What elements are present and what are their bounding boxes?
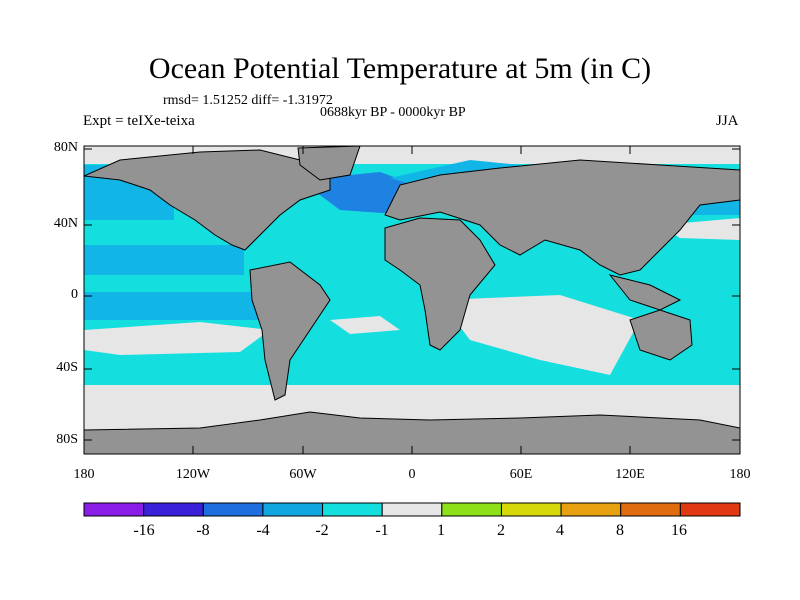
colorbar: [83, 502, 741, 517]
lon-label-180e: 180: [729, 467, 751, 482]
lat-label-80n: 80N: [53, 140, 78, 155]
colorbar-swatch: [83, 502, 145, 517]
period-text: 0688kyr BP - 0000kyr BP: [320, 105, 466, 120]
tropical-pacific-anomaly: [84, 245, 244, 275]
colorbar-label: 16: [671, 522, 687, 539]
colorbar-label: -16: [133, 522, 155, 539]
lon-label-0: 0: [408, 467, 416, 482]
north-america-land: [84, 149, 331, 251]
colorbar-swatch: [620, 502, 681, 517]
colorbar-swatch: [560, 502, 622, 517]
colorbar-label: 8: [616, 522, 624, 539]
lon-label-60w: 60W: [289, 467, 317, 482]
season-label: JJA: [716, 113, 739, 129]
axis-ticks: [84, 146, 740, 454]
antarctica-land: [84, 411, 740, 454]
map-field: [84, 146, 740, 454]
colorbar-label: -8: [196, 522, 210, 539]
lat-label-0: 0: [71, 287, 78, 302]
lon-label-120e: 120E: [615, 467, 645, 482]
colorbar-swatch: [262, 502, 324, 517]
land-masses: [84, 146, 740, 454]
southeast-pacific-near-zero: [84, 322, 270, 355]
eurasia-land: [384, 159, 740, 276]
colorbar-label: 2: [497, 522, 505, 539]
colorbar-swatch: [143, 502, 204, 517]
colorbar-label: 1: [437, 522, 445, 539]
colorbar-swatch: [202, 502, 264, 517]
lon-label-180w: 180: [73, 467, 95, 482]
colorbar-swatch: [679, 502, 741, 517]
map-title: Ocean Potential Temperature at 5m (in C): [148, 52, 652, 85]
colorbar-label: -2: [315, 522, 329, 539]
south-america-land: [249, 261, 331, 401]
australia-land: [629, 309, 693, 361]
lat-label-40n: 40N: [53, 216, 78, 231]
colorbar-label: 4: [556, 522, 564, 539]
colorbar-swatch: [381, 502, 443, 517]
africa-land: [384, 217, 496, 351]
south-pacific-anomaly: [84, 292, 284, 320]
maritime-continent-land: [608, 274, 682, 311]
lat-label-80s: 80S: [56, 432, 78, 447]
experiment-label: Expt = teIXe-teixa: [83, 113, 195, 129]
colorbar-label: -4: [256, 522, 270, 539]
lon-label-60e: 60E: [509, 467, 533, 482]
lon-label-120w: 120W: [175, 467, 211, 482]
south-indian-near-zero: [440, 295, 640, 375]
lat-label-40s: 40S: [56, 360, 78, 375]
colorbar-swatch: [500, 502, 562, 517]
south-atlantic-near-zero: [330, 316, 400, 334]
stats-text: rmsd= 1.51252 diff= -1.31972: [163, 93, 333, 108]
colorbar-label: -1: [375, 522, 389, 539]
colorbar-swatch: [322, 502, 383, 517]
colorbar-swatch: [441, 502, 502, 517]
